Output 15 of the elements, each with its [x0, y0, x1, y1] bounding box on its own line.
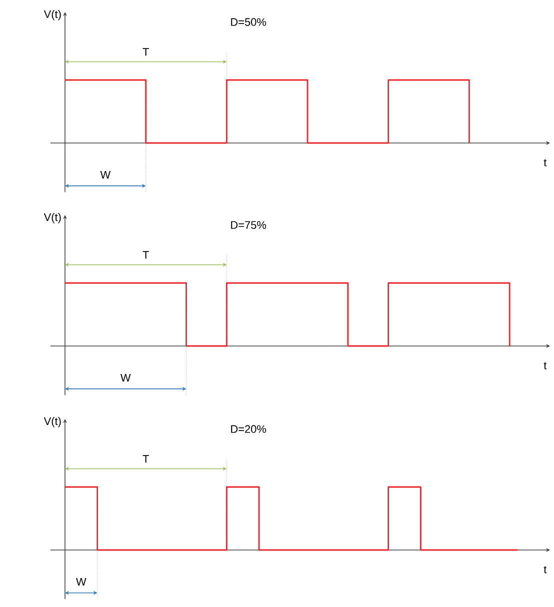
text: T	[142, 251, 149, 259]
text: W	[120, 374, 131, 382]
y-axis-title: V(t)	[44, 417, 61, 428]
x-axis-title: t	[544, 159, 547, 166]
text: D=75%	[231, 221, 266, 229]
text: W	[76, 578, 86, 586]
y-axis-title: V(t)	[44, 10, 61, 20]
x-axis-title: t	[544, 362, 547, 370]
x-axis-title: t	[544, 566, 547, 574]
text: T	[142, 48, 149, 56]
text: D=20%	[231, 425, 266, 433]
text: W	[100, 171, 111, 179]
text: D=50%	[231, 18, 266, 26]
y-axis-title: V(t)	[44, 213, 61, 224]
text: T	[142, 455, 149, 463]
